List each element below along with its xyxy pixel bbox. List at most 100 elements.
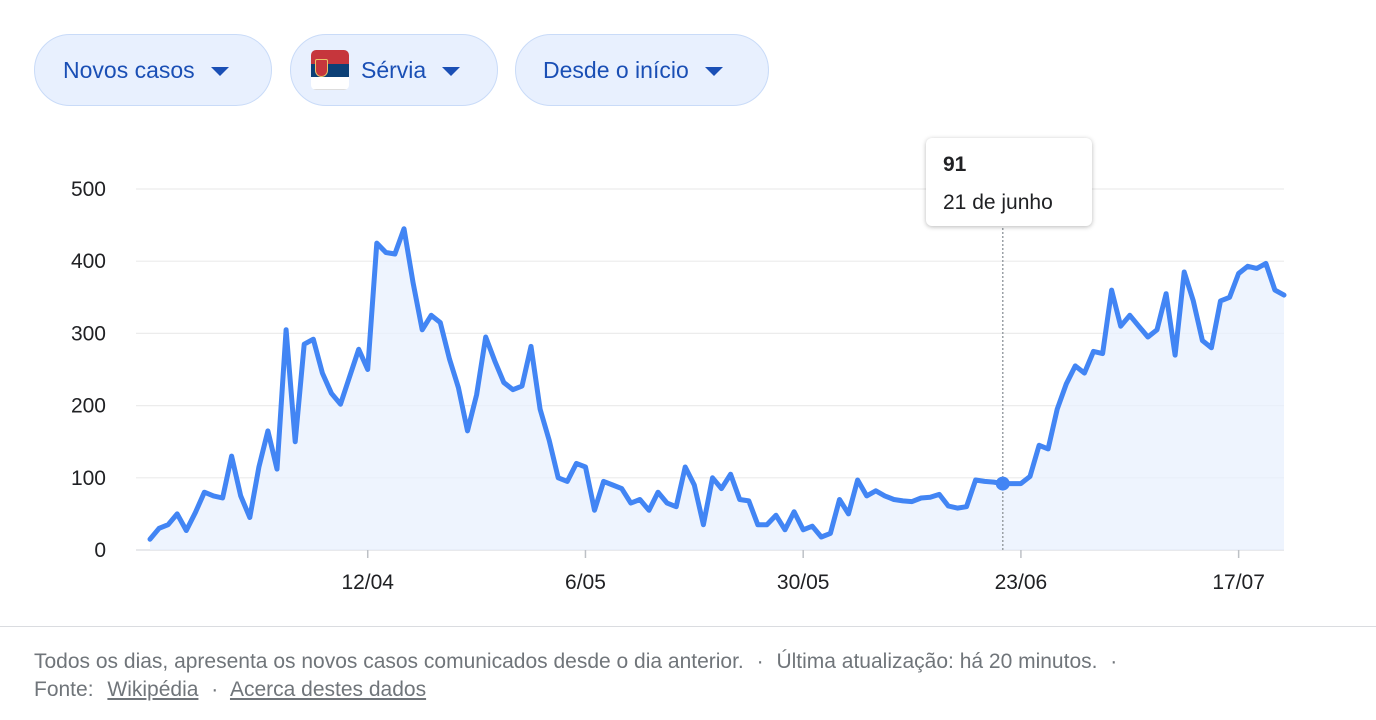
data-point [1164, 292, 1168, 295]
data-point [330, 392, 333, 395]
data-point [1028, 475, 1032, 478]
y-tick-label: 200 [71, 395, 106, 418]
tooltip-date: 21 de junho [943, 191, 1053, 214]
data-point [593, 509, 596, 512]
tooltip-value: 91 [943, 153, 967, 176]
data-point [892, 498, 896, 501]
data-point [1046, 447, 1050, 451]
x-tick-label: 23/06 [995, 571, 1048, 594]
data-point [874, 489, 877, 492]
y-tick-label: 300 [71, 322, 106, 345]
data-point [430, 314, 433, 317]
data-point [502, 381, 505, 384]
data-point [284, 328, 288, 331]
data-point [375, 241, 378, 245]
x-axis: 12/04 6/05 30/05 23/06 17/07 [341, 550, 1265, 594]
area-fill [150, 228, 1284, 550]
new-cases-line-chart[interactable]: 0 100 200 300 400 500 12/04 6/05 30/05 23/06 17/0… [0, 130, 1376, 600]
data-point [802, 528, 805, 531]
data-point [656, 491, 660, 494]
data-point [638, 498, 642, 501]
data-point [738, 498, 741, 501]
data-point [1155, 328, 1159, 331]
data-point [938, 493, 941, 496]
data-point [1056, 408, 1059, 411]
data-point [620, 487, 623, 490]
data-point [1119, 325, 1122, 328]
data-point [602, 480, 605, 483]
data-point [248, 516, 251, 519]
data-point [783, 528, 787, 531]
data-point [1128, 314, 1132, 317]
data-point [520, 384, 524, 388]
data-point [684, 465, 687, 469]
data-point [275, 467, 279, 471]
chart-footer: Todos os dias, apresenta os novos casos … [34, 648, 1124, 704]
data-point [956, 506, 959, 510]
data-point [294, 440, 297, 443]
data-point [493, 359, 496, 362]
data-point [1219, 299, 1222, 303]
data-point [312, 338, 315, 341]
x-tick-label: 17/07 [1212, 571, 1265, 594]
data-point [176, 512, 179, 516]
caret-down-icon [210, 66, 229, 76]
y-tick-label: 0 [94, 539, 106, 562]
chart-tooltip: 91 21 de junho [926, 138, 1092, 226]
data-point [856, 478, 859, 482]
country-dropdown-label: Sérvia [361, 56, 427, 83]
x-tick-label: 12/04 [341, 571, 394, 594]
footer-line-1: Todos os dias, apresenta os novos casos … [34, 648, 1124, 676]
footer-separator: · [1110, 650, 1118, 673]
data-point [1065, 382, 1068, 386]
data-point [411, 281, 415, 285]
highlight-point [995, 476, 1010, 491]
data-point [475, 393, 478, 396]
data-point [529, 345, 533, 348]
y-tick-label: 500 [71, 178, 106, 201]
data-points [148, 227, 1286, 541]
footer-separator: · [756, 650, 764, 673]
data-point [1192, 299, 1195, 303]
data-point [838, 498, 841, 501]
footer-description: Todos os dias, apresenta os novos casos … [34, 650, 744, 673]
data-point [820, 535, 823, 539]
caret-down-icon [704, 66, 723, 76]
data-point [756, 523, 759, 526]
data-point [393, 252, 397, 256]
data-point [765, 523, 769, 526]
data-point [421, 328, 424, 331]
data-point [439, 321, 442, 324]
country-dropdown[interactable]: Sérvia [290, 34, 498, 106]
data-point [203, 491, 206, 494]
data-point [402, 227, 406, 230]
data-point [883, 494, 886, 498]
about-data-link[interactable]: Acerca destes dados [229, 678, 427, 701]
range-dropdown[interactable]: Desde o início [515, 34, 769, 106]
data-point [947, 504, 950, 508]
data-point [1282, 293, 1286, 297]
data-point [566, 480, 569, 483]
data-point [1264, 262, 1268, 265]
metric-dropdown[interactable]: Novos casos [34, 34, 272, 106]
data-point [185, 529, 188, 532]
y-tick-label: 100 [71, 467, 106, 490]
data-point [647, 509, 651, 512]
data-point [448, 357, 451, 360]
data-point [965, 505, 968, 508]
data-point [1110, 288, 1113, 292]
data-point [1092, 350, 1095, 353]
serbia-flag-icon [311, 50, 349, 90]
data-point [992, 480, 995, 484]
series-line [147, 226, 1287, 542]
data-point [221, 496, 224, 500]
data-point [239, 494, 242, 498]
x-tick-label: 6/05 [565, 571, 606, 594]
wikipedia-link[interactable]: Wikipédia [107, 678, 199, 701]
data-point [693, 483, 696, 487]
data-point [230, 454, 233, 458]
data-point [747, 499, 750, 503]
y-axis: 0 100 200 300 400 500 [71, 178, 106, 562]
caret-down-icon [442, 66, 461, 76]
data-point [557, 476, 560, 479]
